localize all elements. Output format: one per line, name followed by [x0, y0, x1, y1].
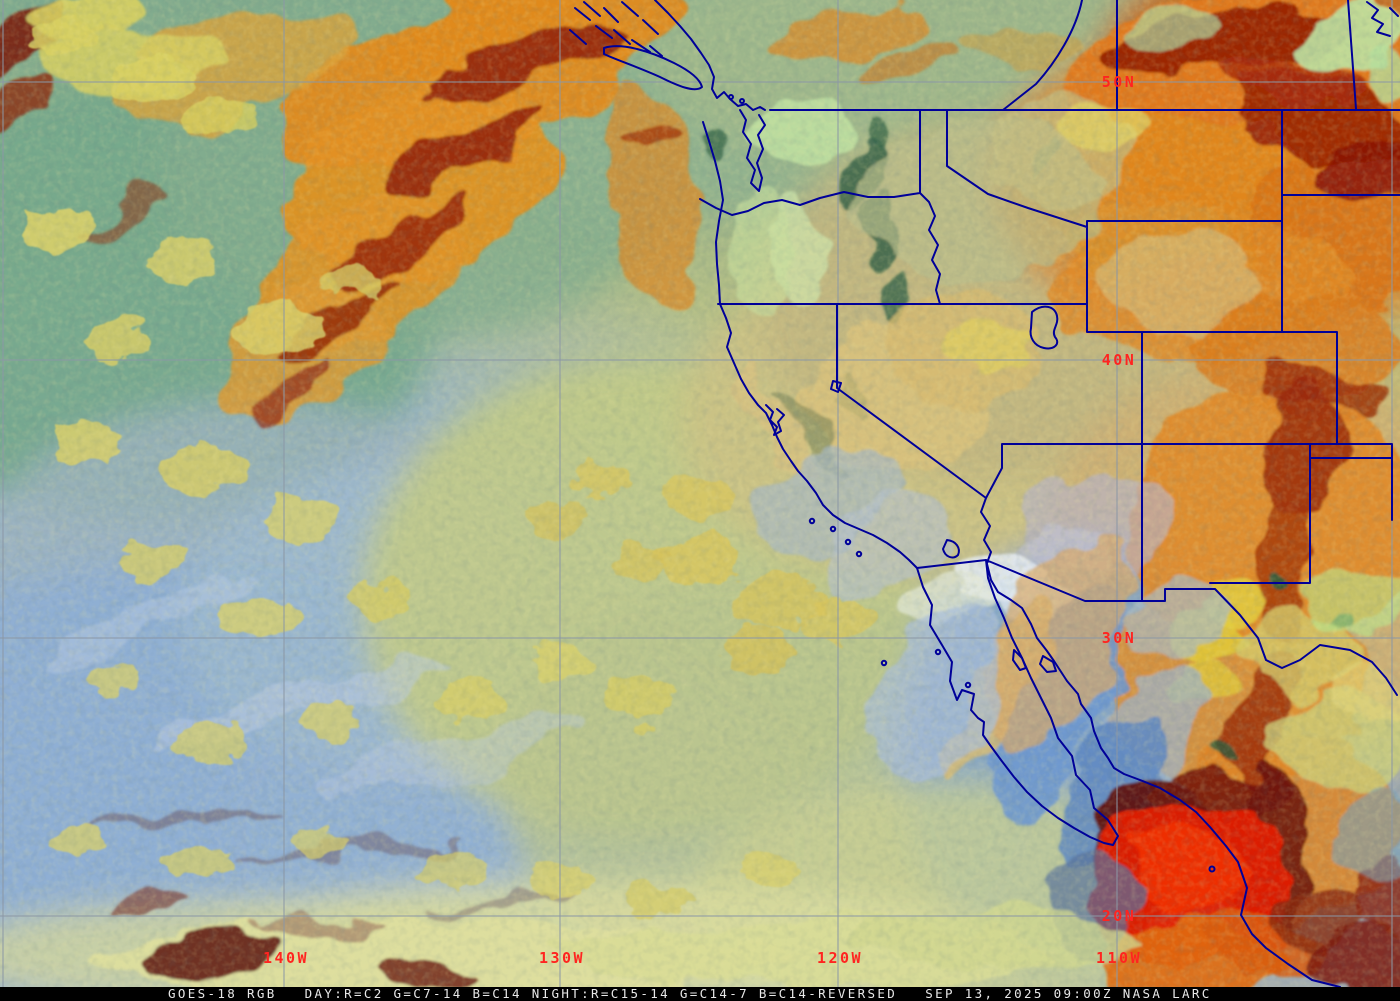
product-label: GOES-18 RGB — [168, 986, 277, 1001]
timestamp-label: SEP 13, 2025 09:00Z NASA LARC — [925, 986, 1212, 1001]
islands — [728, 94, 1216, 873]
longitude-label: 110W — [1096, 949, 1142, 967]
state-boundaries — [699, 0, 1400, 696]
lakes — [830, 305, 1059, 559]
longitude-label: 130W — [539, 949, 585, 967]
longitude-label: 120W — [817, 949, 863, 967]
map-overlay — [569, 0, 1400, 987]
graticule-labels: 50N 40N 30N 20N 140W 130W 120W 110W — [263, 73, 1142, 967]
channel-formula-label: DAY:R=C2 G=C7-14 B=C14 NIGHT:R=C15-14 G=… — [304, 986, 898, 1001]
latitude-label: 40N — [1102, 351, 1137, 369]
coastlines — [569, 0, 1341, 987]
latitude-label: 30N — [1102, 629, 1137, 647]
latitude-label: 20N — [1102, 907, 1137, 925]
latitude-label: 50N — [1102, 73, 1137, 91]
longitude-label: 140W — [263, 949, 309, 967]
status-bar: GOES-18 RGB DAY:R=C2 G=C7-14 B=C14 NIGHT… — [0, 987, 1400, 1000]
